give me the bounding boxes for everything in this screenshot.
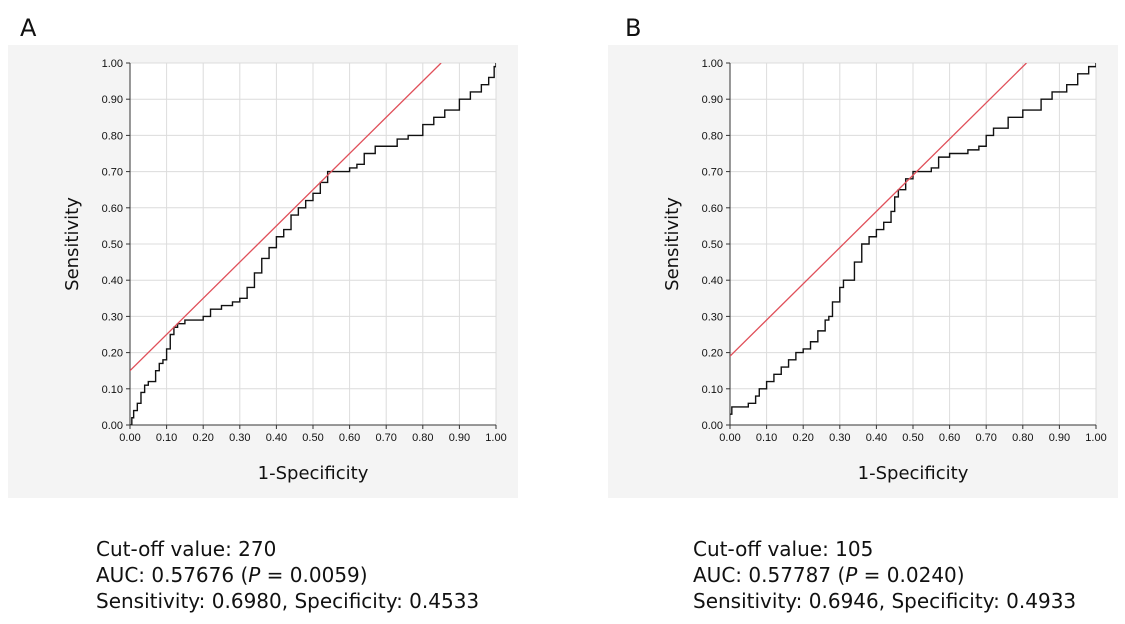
x-tick-label: 0.40 — [266, 432, 287, 444]
x-tick-label: 0.80 — [412, 432, 433, 444]
y-tick-label: 0.00 — [102, 420, 123, 432]
x-tick-label: 0.60 — [339, 432, 360, 444]
roc-curve-b — [730, 63, 1096, 415]
y-tick-label: 0.30 — [102, 311, 123, 323]
roc-curve-a — [130, 63, 496, 425]
x-tick-label: 0.60 — [939, 432, 960, 444]
y-tick-label: 0.50 — [102, 239, 123, 251]
panel-b-letter: B — [625, 14, 642, 42]
x-tick-label: 0.70 — [375, 432, 396, 444]
cutoff-text-b: Cut-off value: 105 — [693, 537, 874, 561]
x-tick-label: 0.50 — [302, 432, 323, 444]
y-tick-label: 0.90 — [702, 94, 723, 106]
roc-chart-a: 0.00 0.10 0.20 0.30 0.40 0.50 0.60 0.70 0.80 0.90… — [8, 45, 518, 498]
sens-spec-text-b: Sensitivity: 0.6946, Specificity: 0.4933 — [693, 589, 1077, 613]
y-axis-label: Sensitivity — [62, 197, 83, 291]
x-tick-label: 0.90 — [1049, 432, 1070, 444]
tangent-line-a — [130, 63, 442, 372]
x-tick-label: 1.00 — [1085, 432, 1106, 444]
y-tick-label: 0.10 — [702, 384, 723, 396]
y-tick-label: 0.60 — [702, 203, 723, 215]
auc-text-b: AUC: 0.57787 (P = 0.0240) — [693, 563, 965, 587]
y-axis-label: Sensitivity — [662, 197, 683, 291]
roc-chart-b: 0.00 0.10 0.20 0.30 0.40 0.50 0.60 0.70 0.80 0.90… — [608, 45, 1118, 498]
y-tick-label: 0.10 — [102, 384, 123, 396]
x-tick-label: 0.30 — [229, 432, 250, 444]
x-tick-label: 0.30 — [829, 432, 850, 444]
y-tick-label: 0.80 — [702, 130, 723, 142]
x-tick-label: 0.90 — [449, 432, 470, 444]
y-tick-label: 0.40 — [702, 275, 723, 287]
sens-spec-text-a: Sensitivity: 0.6980, Specificity: 0.4533 — [96, 589, 480, 613]
y-tick-label: 0.20 — [702, 348, 723, 360]
x-tick-label: 0.20 — [192, 432, 213, 444]
x-tick-label: 1.00 — [485, 432, 506, 444]
y-tick-label: 0.20 — [102, 348, 123, 360]
x-tick-label: 0.40 — [866, 432, 887, 444]
y-tick-label: 0.80 — [102, 130, 123, 142]
x-tick-label: 0.10 — [756, 432, 777, 444]
y-tick-label: 0.40 — [102, 275, 123, 287]
x-tick-label: 0.00 — [719, 432, 740, 444]
y-tick-label: 0.90 — [102, 94, 123, 106]
x-axis-label: 1-Specificity — [858, 463, 969, 484]
x-tick-label: 0.50 — [902, 432, 923, 444]
panel-a-letter: A — [20, 14, 37, 42]
x-tick-label: 0.20 — [792, 432, 813, 444]
y-tick-label: 0.70 — [102, 167, 123, 179]
x-tick-label: 0.10 — [156, 432, 177, 444]
stats-block-b: Cut-off value: 105 AUC: 0.57787 (P = 0.0… — [693, 536, 1076, 614]
y-tick-label: 0.50 — [702, 239, 723, 251]
tangent-line-b — [730, 63, 1027, 357]
y-tick-label: 1.00 — [102, 58, 123, 70]
y-tick-label: 0.30 — [702, 311, 723, 323]
x-tick-label: 0.00 — [119, 432, 140, 444]
x-tick-label: 0.70 — [975, 432, 996, 444]
y-tick-label: 0.70 — [702, 167, 723, 179]
cutoff-text-a: Cut-off value: 270 — [96, 537, 277, 561]
y-tick-label: 0.60 — [102, 203, 123, 215]
auc-text-a: AUC: 0.57676 (P = 0.0059) — [96, 563, 368, 587]
x-axis-label: 1-Specificity — [258, 463, 369, 484]
x-tick-label: 0.80 — [1012, 432, 1033, 444]
y-tick-label: 1.00 — [702, 58, 723, 70]
stats-block-a: Cut-off value: 270 AUC: 0.57676 (P = 0.0… — [96, 536, 479, 614]
y-tick-label: 0.00 — [702, 420, 723, 432]
